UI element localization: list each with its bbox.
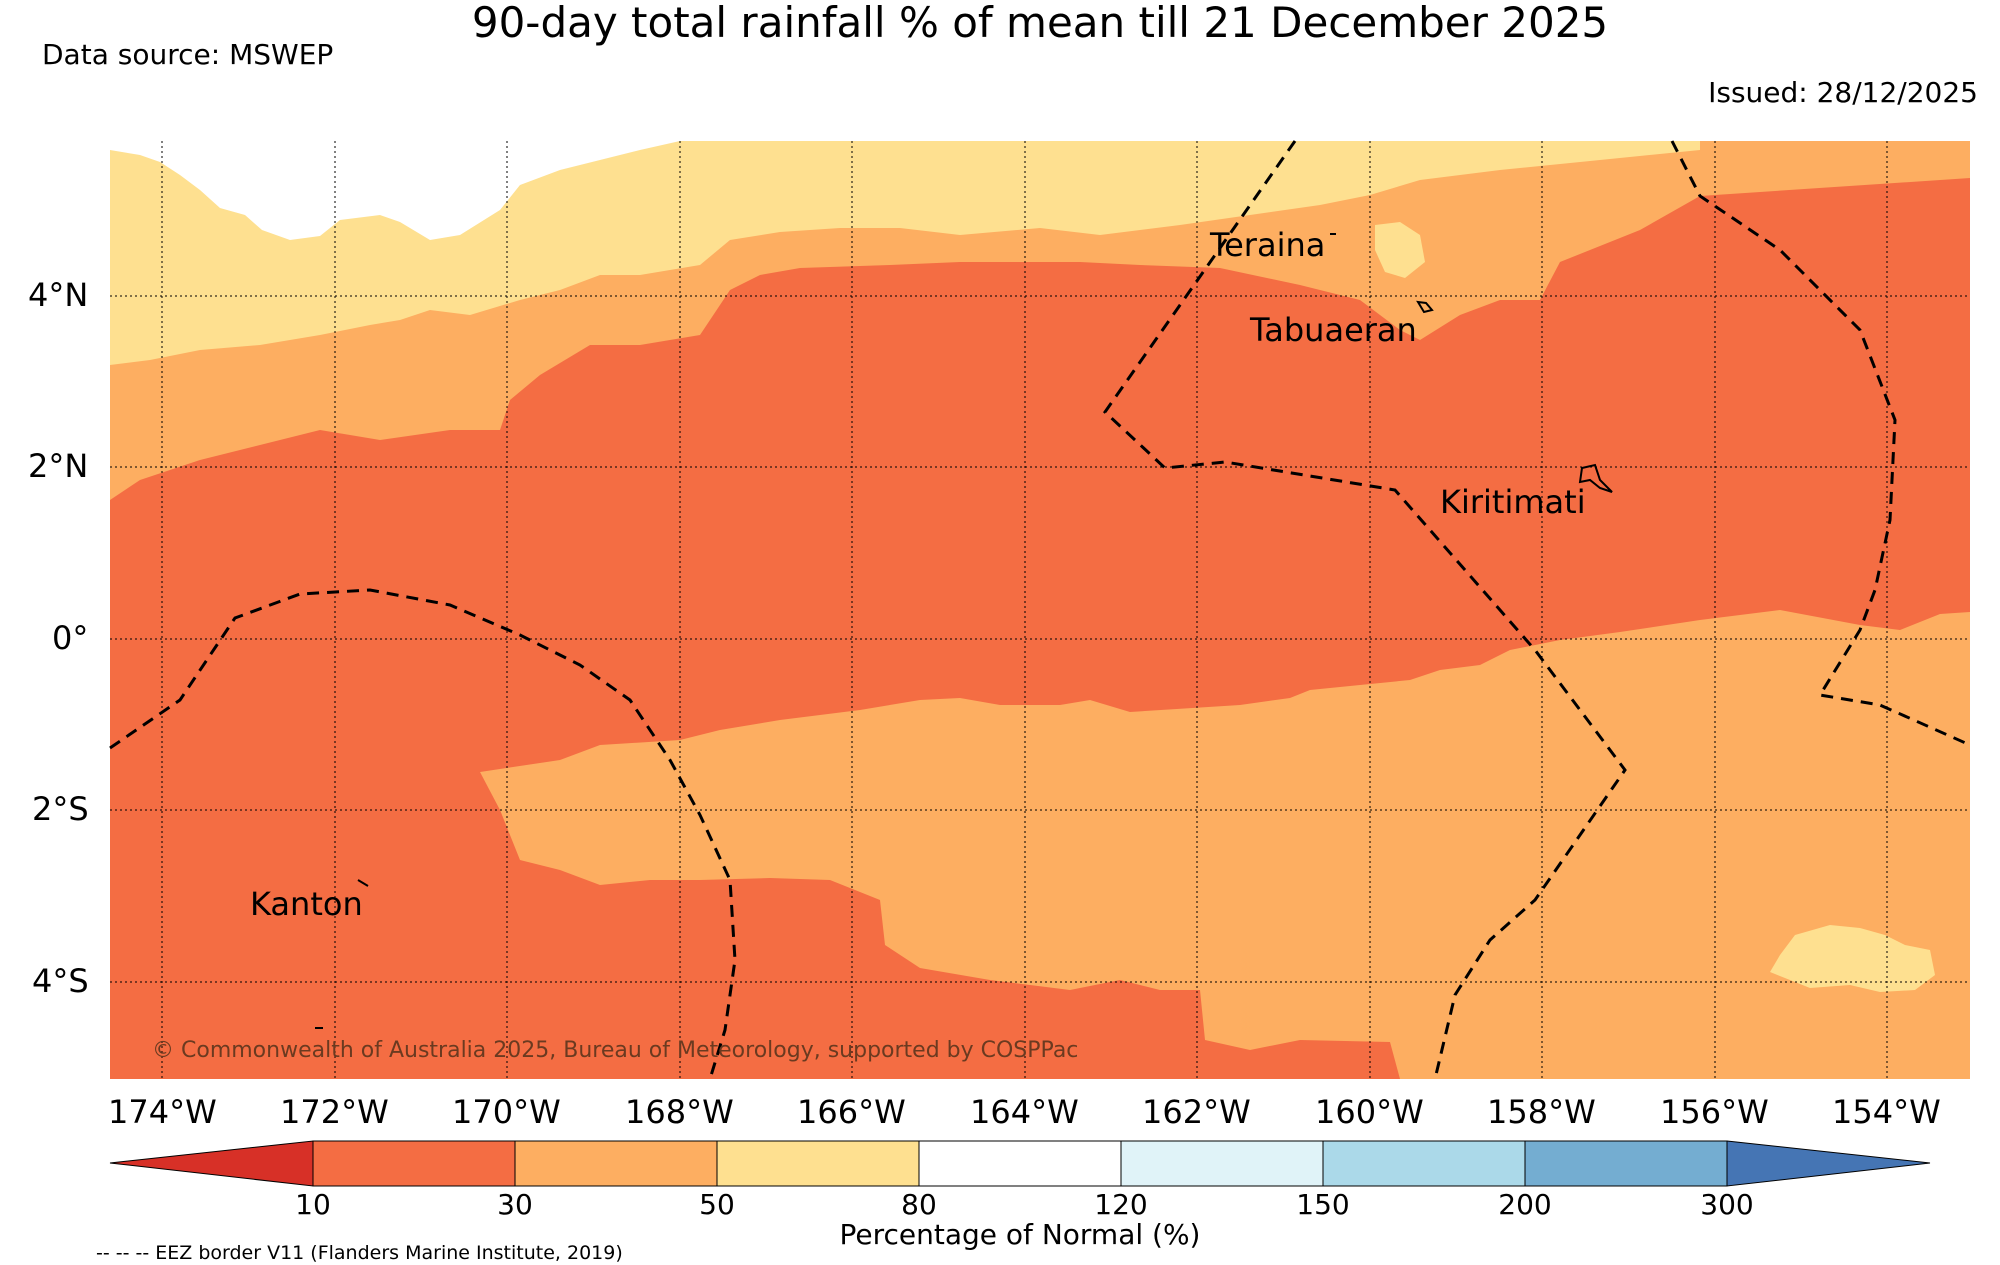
colorbar-swatch-above-300 [1726, 1140, 1931, 1187]
place-label-kiritimati: Kiritimati [1440, 483, 1586, 521]
colorbar [109, 1140, 1931, 1187]
colorbar-swatch-150-200 [1322, 1140, 1526, 1187]
lon-label-154w: 154°W [1832, 1093, 1941, 1131]
colorbar-tick-10: 10 [295, 1188, 331, 1221]
region-50-80-southeast [1770, 925, 1935, 992]
colorbar-swatch-120-150 [1120, 1140, 1324, 1187]
place-label-tabuaeran: Tabuaeran [1250, 311, 1417, 349]
place-label-kanton: Kanton [250, 885, 363, 923]
lat-label-0: 0° [52, 619, 89, 657]
map-title: 90-day total rainfall % of mean till 21 … [471, 0, 1609, 47]
graticule [110, 141, 1970, 1079]
lon-label-156w: 156°W [1660, 1093, 1769, 1131]
eez-line-line-islands-east [1670, 140, 1971, 747]
kiritimati-island-shape [1578, 463, 1613, 493]
issued-date-label: Issued: 28/12/2025 [1708, 76, 1978, 109]
colorbar-swatch-below-10 [109, 1140, 314, 1187]
lon-label-158w: 158°W [1487, 1093, 1596, 1131]
colorbar-swatch-30-50 [514, 1140, 718, 1187]
region-50-80-teraina [1375, 222, 1425, 278]
lon-label-174w: 174°W [108, 1093, 217, 1131]
colorbar-title: Percentage of Normal (%) [839, 1218, 1201, 1251]
region-no-data-northwest [110, 141, 680, 240]
islands [315, 233, 1613, 1029]
lat-label-2n: 2°N [28, 447, 89, 485]
eez-line-line-islands-north [1103, 140, 1627, 1080]
colorbar-tick-150: 150 [1296, 1188, 1350, 1221]
colorbar-swatch-200-300 [1524, 1140, 1728, 1187]
colorbar-tick-300: 300 [1700, 1188, 1754, 1221]
eez-borders [109, 140, 1971, 1080]
lat-label-4n: 4°N [28, 276, 89, 314]
lon-label-162w: 162°W [1142, 1093, 1251, 1131]
colorbar-swatch-80-120 [918, 1140, 1122, 1187]
colorbar-tick-200: 200 [1498, 1188, 1552, 1221]
lon-label-172w: 172°W [280, 1093, 389, 1131]
copyright-credit: © Commonwealth of Australia 2025, Bureau… [152, 1038, 1079, 1063]
colorbar-swatch-10-30 [312, 1140, 516, 1187]
colorbar-tick-50: 50 [699, 1188, 735, 1221]
tabuaeran-island-shape [1416, 300, 1434, 314]
colorbar-tick-30: 30 [497, 1188, 533, 1221]
place-label-teraina: Teraina [1210, 226, 1326, 264]
lon-label-164w: 164°W [970, 1093, 1079, 1131]
lon-label-168w: 168°W [625, 1093, 734, 1131]
lon-label-170w: 170°W [452, 1093, 561, 1131]
colorbar-tick-80: 80 [901, 1188, 937, 1221]
lon-label-160w: 160°W [1315, 1093, 1424, 1131]
lat-label-2s: 2°S [32, 790, 89, 828]
eez-line-phoenix-islands [109, 588, 737, 1080]
kanton-island-shape [357, 879, 369, 887]
colorbar-tick-120: 120 [1094, 1188, 1148, 1221]
data-source-label: Data source: MSWEP [42, 38, 334, 71]
eez-legend-note: -- -- -- EEZ border V11 (Flanders Marine… [96, 1242, 623, 1264]
lon-label-166w: 166°W [797, 1093, 906, 1131]
lat-label-4s: 4°S [32, 962, 89, 1000]
colorbar-swatch-50-80 [716, 1140, 920, 1187]
